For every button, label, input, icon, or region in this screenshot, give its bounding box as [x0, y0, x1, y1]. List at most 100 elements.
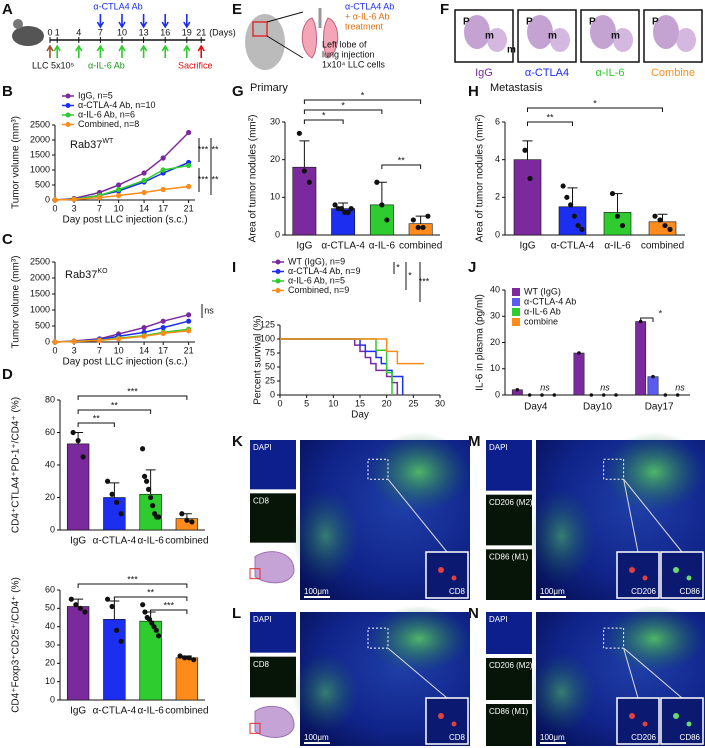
data-point [141, 189, 147, 196]
panel-letter: B [2, 83, 13, 100]
data-point [52, 197, 58, 203]
sig-label: *** [198, 144, 209, 154]
y-tick-label: 20 [490, 337, 500, 347]
gross-lobe [550, 28, 570, 52]
sacrifice-label: Sacrifice [178, 60, 213, 70]
gross-letter: m [548, 31, 557, 42]
data-point [384, 217, 390, 223]
x-tick-label: α-CTLA-4 [551, 241, 595, 252]
section-box [249, 722, 261, 734]
data-point [146, 486, 152, 492]
data-point [374, 179, 380, 185]
stain-tile [250, 440, 296, 490]
y-tick-label: 500 [35, 320, 50, 330]
tissue-signal [603, 605, 705, 673]
data-point [651, 374, 655, 379]
timeline-unit: (Days) [209, 27, 236, 37]
x-tick-label: 10 [328, 398, 338, 408]
inset-label: CD86 [680, 587, 701, 596]
label-sup: KO [97, 268, 108, 275]
panel-letter: N [468, 605, 479, 622]
y-tick-label: 40 [45, 459, 55, 469]
data-point [114, 499, 120, 505]
scale-label: 100μm [540, 733, 565, 742]
inset-cell [673, 713, 679, 719]
zoom-line [623, 647, 683, 699]
bar [573, 352, 585, 396]
bar [513, 159, 542, 236]
sig-label: *** [127, 386, 138, 396]
x-tick-label: α-IL-6 [137, 706, 164, 717]
inset-cell [686, 721, 692, 727]
timeline-day: 1 [55, 27, 60, 37]
legend-label: Combined, n=8 [78, 119, 139, 129]
gross-lobe [487, 28, 507, 52]
il6-arrow [139, 44, 148, 58]
data-point [420, 224, 426, 231]
y-tick-label: 1000 [30, 304, 50, 314]
data-point [348, 206, 354, 212]
injection-text: lung injection [322, 49, 375, 59]
scale-label: 100μm [540, 587, 565, 596]
sig-label: ** [398, 155, 406, 165]
bar [647, 376, 659, 396]
y-axis-label: IL-6 in plasma (pg/ml) [475, 294, 486, 391]
x-tick-label: 20 [382, 398, 392, 408]
bar [66, 606, 90, 701]
x-tick-label: combined [165, 536, 208, 547]
sig-label: ** [546, 112, 554, 122]
data-point [410, 217, 416, 223]
x-tick-label: 10 [114, 345, 124, 355]
stain-tile [486, 494, 532, 546]
data-point [104, 596, 111, 602]
data-point [116, 186, 122, 193]
timeline-day: 13 [139, 27, 149, 37]
data-point [141, 325, 147, 331]
stain-tile [486, 440, 532, 491]
inset-cell [642, 575, 648, 581]
sig-bracket [381, 164, 422, 169]
legend-label: α-IL-6 Ab, n=6 [78, 109, 135, 119]
x-tick-label: 17 [158, 203, 168, 213]
data-point [345, 209, 351, 215]
data-point [160, 330, 166, 336]
data-point [142, 609, 148, 615]
data-point [118, 638, 124, 644]
timeline-day: 0 [47, 27, 52, 37]
x-tick-label: 3 [72, 345, 77, 355]
data-point [140, 602, 146, 608]
gross-lobe [590, 15, 616, 49]
x-tick-label: 0 [52, 203, 57, 213]
x-tick-label: combined [641, 241, 684, 252]
x-tick-label: IgG [70, 706, 86, 717]
sig-label: *** [163, 600, 174, 610]
y-tick-label: 2500 [30, 119, 50, 129]
gross-letter: P [463, 17, 470, 28]
data-point [379, 202, 385, 208]
data-point [109, 491, 115, 497]
stain-label: DAPI [489, 443, 508, 452]
sig-bracket [527, 107, 663, 112]
data-point [191, 657, 197, 663]
gross-lobe [653, 15, 679, 49]
x-tick-label: IgG [519, 241, 535, 252]
x-tick-label: combined [399, 241, 442, 252]
legend-marker [275, 259, 281, 265]
stain-label: CD206 (M2) [489, 498, 533, 507]
y-tick-label: 60 [45, 584, 55, 594]
stain-tile [486, 549, 532, 600]
x-tick-label: IgG [296, 241, 312, 252]
tissue-signal [291, 488, 360, 584]
llc-label: LLC 5x10⁵ [32, 60, 75, 70]
x-tick-label: 5 [304, 398, 309, 408]
sig-bracket [77, 409, 152, 414]
inset-cell [438, 567, 444, 573]
y-axis-label: Area of tumor nodules (mm²) [475, 115, 486, 243]
sig-label: *** [419, 276, 430, 286]
gross-letter: P [652, 17, 659, 28]
y-tick-label: 60 [45, 427, 55, 437]
data-point [148, 494, 154, 501]
legend-marker [65, 112, 71, 118]
data-point [160, 186, 166, 193]
panel-letter: A [2, 1, 13, 18]
